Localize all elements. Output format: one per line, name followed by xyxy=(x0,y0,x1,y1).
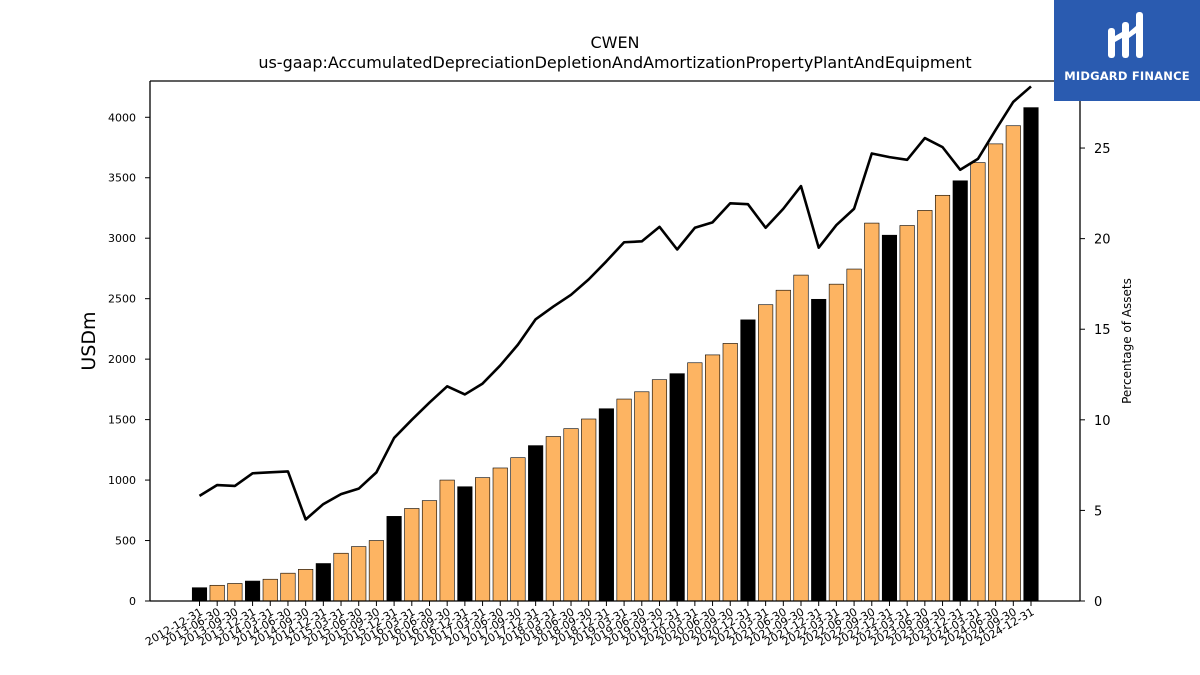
bar-2024-06-30 xyxy=(988,143,1004,602)
line-group xyxy=(198,85,1032,521)
bar-2023-12-31 xyxy=(952,180,968,602)
bar-2024-12-31 xyxy=(1023,107,1039,602)
bar-2016-06-30 xyxy=(421,500,438,602)
bar-2018-06-30 xyxy=(563,428,579,602)
bar-2013-09-30 xyxy=(227,583,243,602)
y2-tick-label-5: 5 xyxy=(1094,504,1102,519)
bar-2017-09-30 xyxy=(510,457,526,602)
bar-2014-09-30 xyxy=(298,569,314,602)
bar-2024-09-30 xyxy=(1005,125,1021,602)
y-tick-label-4000: 4000 xyxy=(108,111,136,124)
bar-2014-03-31 xyxy=(262,578,278,602)
bar-2022-12-31 xyxy=(881,234,898,602)
y-tick-label-2500: 2500 xyxy=(108,293,136,306)
bar-2018-09-30 xyxy=(581,418,597,602)
bar-2020-09-30 xyxy=(722,343,738,602)
bar-2022-09-30 xyxy=(864,222,880,602)
y2-tick-label-0: 0 xyxy=(1094,595,1102,610)
y2-tick-label-25: 25 xyxy=(1094,142,1111,157)
y-tick-label-2000: 2000 xyxy=(108,353,136,366)
bar-2023-03-31 xyxy=(899,225,915,602)
bar-2021-09-30 xyxy=(793,274,809,602)
bar-2023-09-30 xyxy=(934,194,951,602)
bar-2019-06-30 xyxy=(634,391,650,602)
bar-2016-09-30 xyxy=(439,479,455,602)
bar-2019-03-31 xyxy=(616,398,632,602)
y2-tick-label-15: 15 xyxy=(1094,323,1111,338)
bar-2023-06-30 xyxy=(917,210,933,602)
bar-2020-12-31 xyxy=(740,319,756,602)
bar-2021-12-31 xyxy=(811,298,827,602)
logo-mark-icon xyxy=(1108,12,1143,58)
y-tick-label-3500: 3500 xyxy=(108,172,136,185)
bar-2017-06-30 xyxy=(492,467,508,602)
bar-2016-12-31 xyxy=(457,486,473,602)
bars-group xyxy=(191,107,1039,602)
logo-text: MIDGARD FINANCE xyxy=(1064,69,1190,83)
y2-tick-label-10: 10 xyxy=(1094,414,1111,429)
bar-2016-03-31 xyxy=(404,508,420,602)
bar-2014-12-31 xyxy=(315,563,331,602)
bar-2018-03-31 xyxy=(545,436,561,602)
axes-group: 0 500 1000 1500 2000 2500 3000 3500 4000 0 5 10 15 20… xyxy=(108,80,1111,649)
y2-axis-label: Percentage of Assets xyxy=(1120,278,1134,404)
chart-subtitle: us-gaap:AccumulatedDepreciationDepletion… xyxy=(258,53,971,72)
y-tick-label-1500: 1500 xyxy=(108,414,136,427)
brand-logo: MIDGARD FINANCE xyxy=(1054,0,1200,101)
bar-2020-06-30 xyxy=(704,354,721,602)
bar-2018-12-31 xyxy=(598,408,614,602)
y2-tick-label-20: 20 xyxy=(1094,233,1111,248)
y-axis-label: USDm xyxy=(78,311,100,370)
bar-2019-09-30 xyxy=(651,379,668,602)
y-tick-label-0: 0 xyxy=(129,595,136,608)
bar-2020-03-31 xyxy=(687,362,703,602)
bar-2021-03-31 xyxy=(758,304,774,602)
bar-2021-06-30 xyxy=(775,289,791,602)
chart-title: CWEN xyxy=(590,33,639,52)
bar-2015-09-30 xyxy=(368,540,384,602)
percentage-line xyxy=(198,85,1032,521)
bar-2013-06-30 xyxy=(209,584,225,602)
bar-2017-03-31 xyxy=(475,477,491,602)
y-tick-label-500: 500 xyxy=(115,535,136,548)
bar-2022-03-31 xyxy=(828,283,844,602)
bar-2015-03-31 xyxy=(333,552,349,602)
bar-2024-03-31 xyxy=(970,162,986,602)
bar-2014-06-30 xyxy=(280,572,296,602)
bar-2019-12-31 xyxy=(669,373,685,602)
y-tick-label-1000: 1000 xyxy=(108,474,136,487)
bar-2012-12-31 xyxy=(191,587,208,602)
bar-2017-12-31 xyxy=(528,445,544,602)
bar-2015-06-30 xyxy=(351,546,367,602)
bar-2022-06-30 xyxy=(846,268,862,602)
y-tick-label-3000: 3000 xyxy=(108,232,136,245)
bar-2015-12-31 xyxy=(386,516,402,602)
bar-2013-12-31 xyxy=(245,580,261,602)
